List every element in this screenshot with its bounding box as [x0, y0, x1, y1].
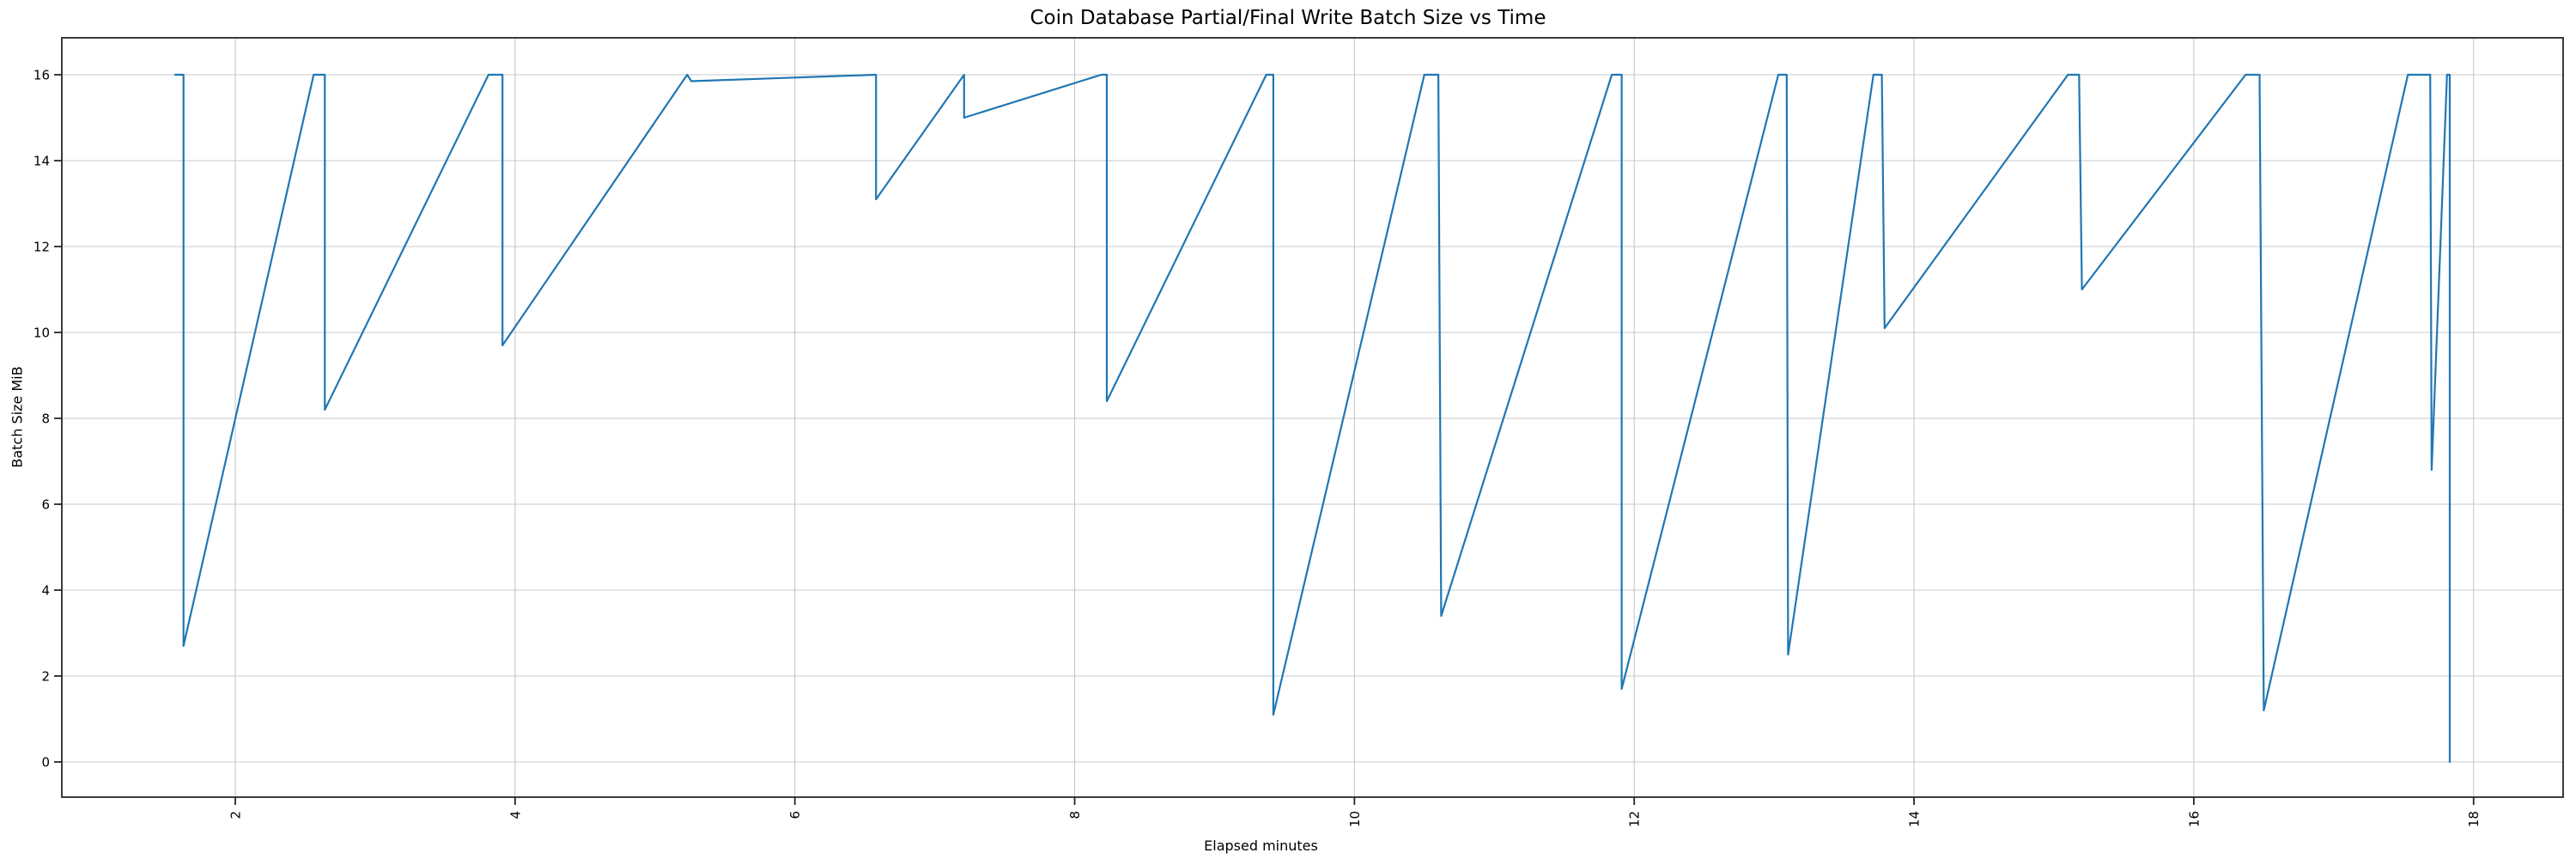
y-tick-labels: 0 2 4 6 8 10 12 14 16	[33, 68, 50, 771]
tick-marks	[54, 74, 2475, 805]
svg-text:4: 4	[507, 811, 523, 819]
svg-text:10: 10	[1347, 811, 1363, 827]
svg-text:18: 18	[2466, 811, 2482, 827]
svg-text:0: 0	[41, 755, 50, 771]
svg-text:14: 14	[1907, 811, 1923, 827]
svg-text:4: 4	[41, 583, 50, 599]
axes-spines	[61, 37, 2564, 798]
svg-text:8: 8	[1067, 811, 1083, 819]
svg-text:16: 16	[2186, 811, 2202, 827]
svg-text:8: 8	[41, 411, 50, 427]
series-line	[173, 73, 2451, 764]
chart-title: Coin Database Partial/Final Write Batch …	[1030, 7, 1546, 29]
svg-text:2: 2	[41, 669, 50, 685]
svg-text:6: 6	[41, 497, 50, 513]
y-axis-label: Batch Size MiB	[9, 366, 26, 468]
svg-text:16: 16	[33, 68, 50, 83]
svg-text:2: 2	[228, 811, 244, 819]
svg-text:12: 12	[1627, 811, 1643, 827]
x-axis-label: Elapsed minutes	[1204, 838, 1318, 854]
svg-text:14: 14	[33, 154, 50, 169]
svg-text:6: 6	[787, 811, 803, 819]
x-tick-labels: 2 4 6 8 10 12 14 16 18	[228, 811, 2482, 827]
gridlines	[62, 38, 2563, 797]
svg-text:12: 12	[33, 240, 50, 255]
svg-text:10: 10	[33, 326, 50, 341]
